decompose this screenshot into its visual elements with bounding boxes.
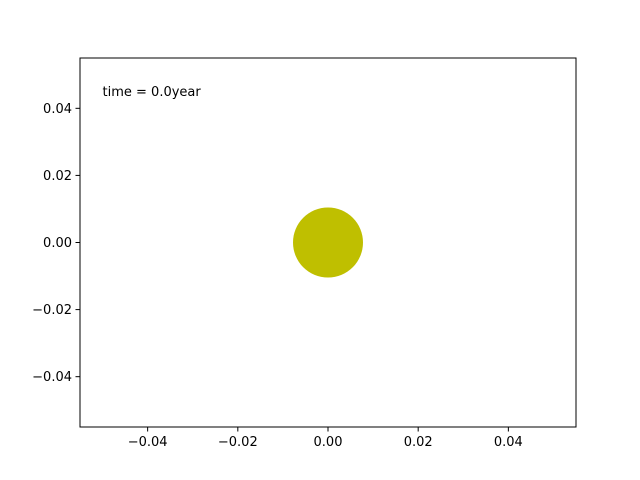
y-tick-label: −0.02 (32, 303, 72, 318)
data-point (293, 207, 363, 278)
y-tick-label: 0.00 (43, 236, 72, 251)
y-axis-ticks: −0.04 −0.02 0.00 0.02 0.04 (32, 102, 80, 385)
x-tick-label: 0.02 (404, 435, 433, 450)
marks-layer (293, 207, 363, 278)
x-tick-label: 0.04 (494, 435, 523, 450)
annotations-layer: time = 0.0year (103, 85, 202, 100)
time-annotation: time = 0.0year (103, 85, 202, 100)
x-tick-label: 0.00 (314, 435, 343, 450)
y-tick-label: −0.04 (32, 370, 72, 385)
x-tick-label: −0.02 (218, 435, 258, 450)
x-tick-label: −0.04 (128, 435, 168, 450)
y-tick-label: 0.04 (43, 102, 72, 117)
x-axis-ticks: −0.04 −0.02 0.00 0.02 0.04 (128, 427, 523, 450)
y-tick-label: 0.02 (43, 169, 72, 184)
plot-frame (79, 57, 577, 428)
